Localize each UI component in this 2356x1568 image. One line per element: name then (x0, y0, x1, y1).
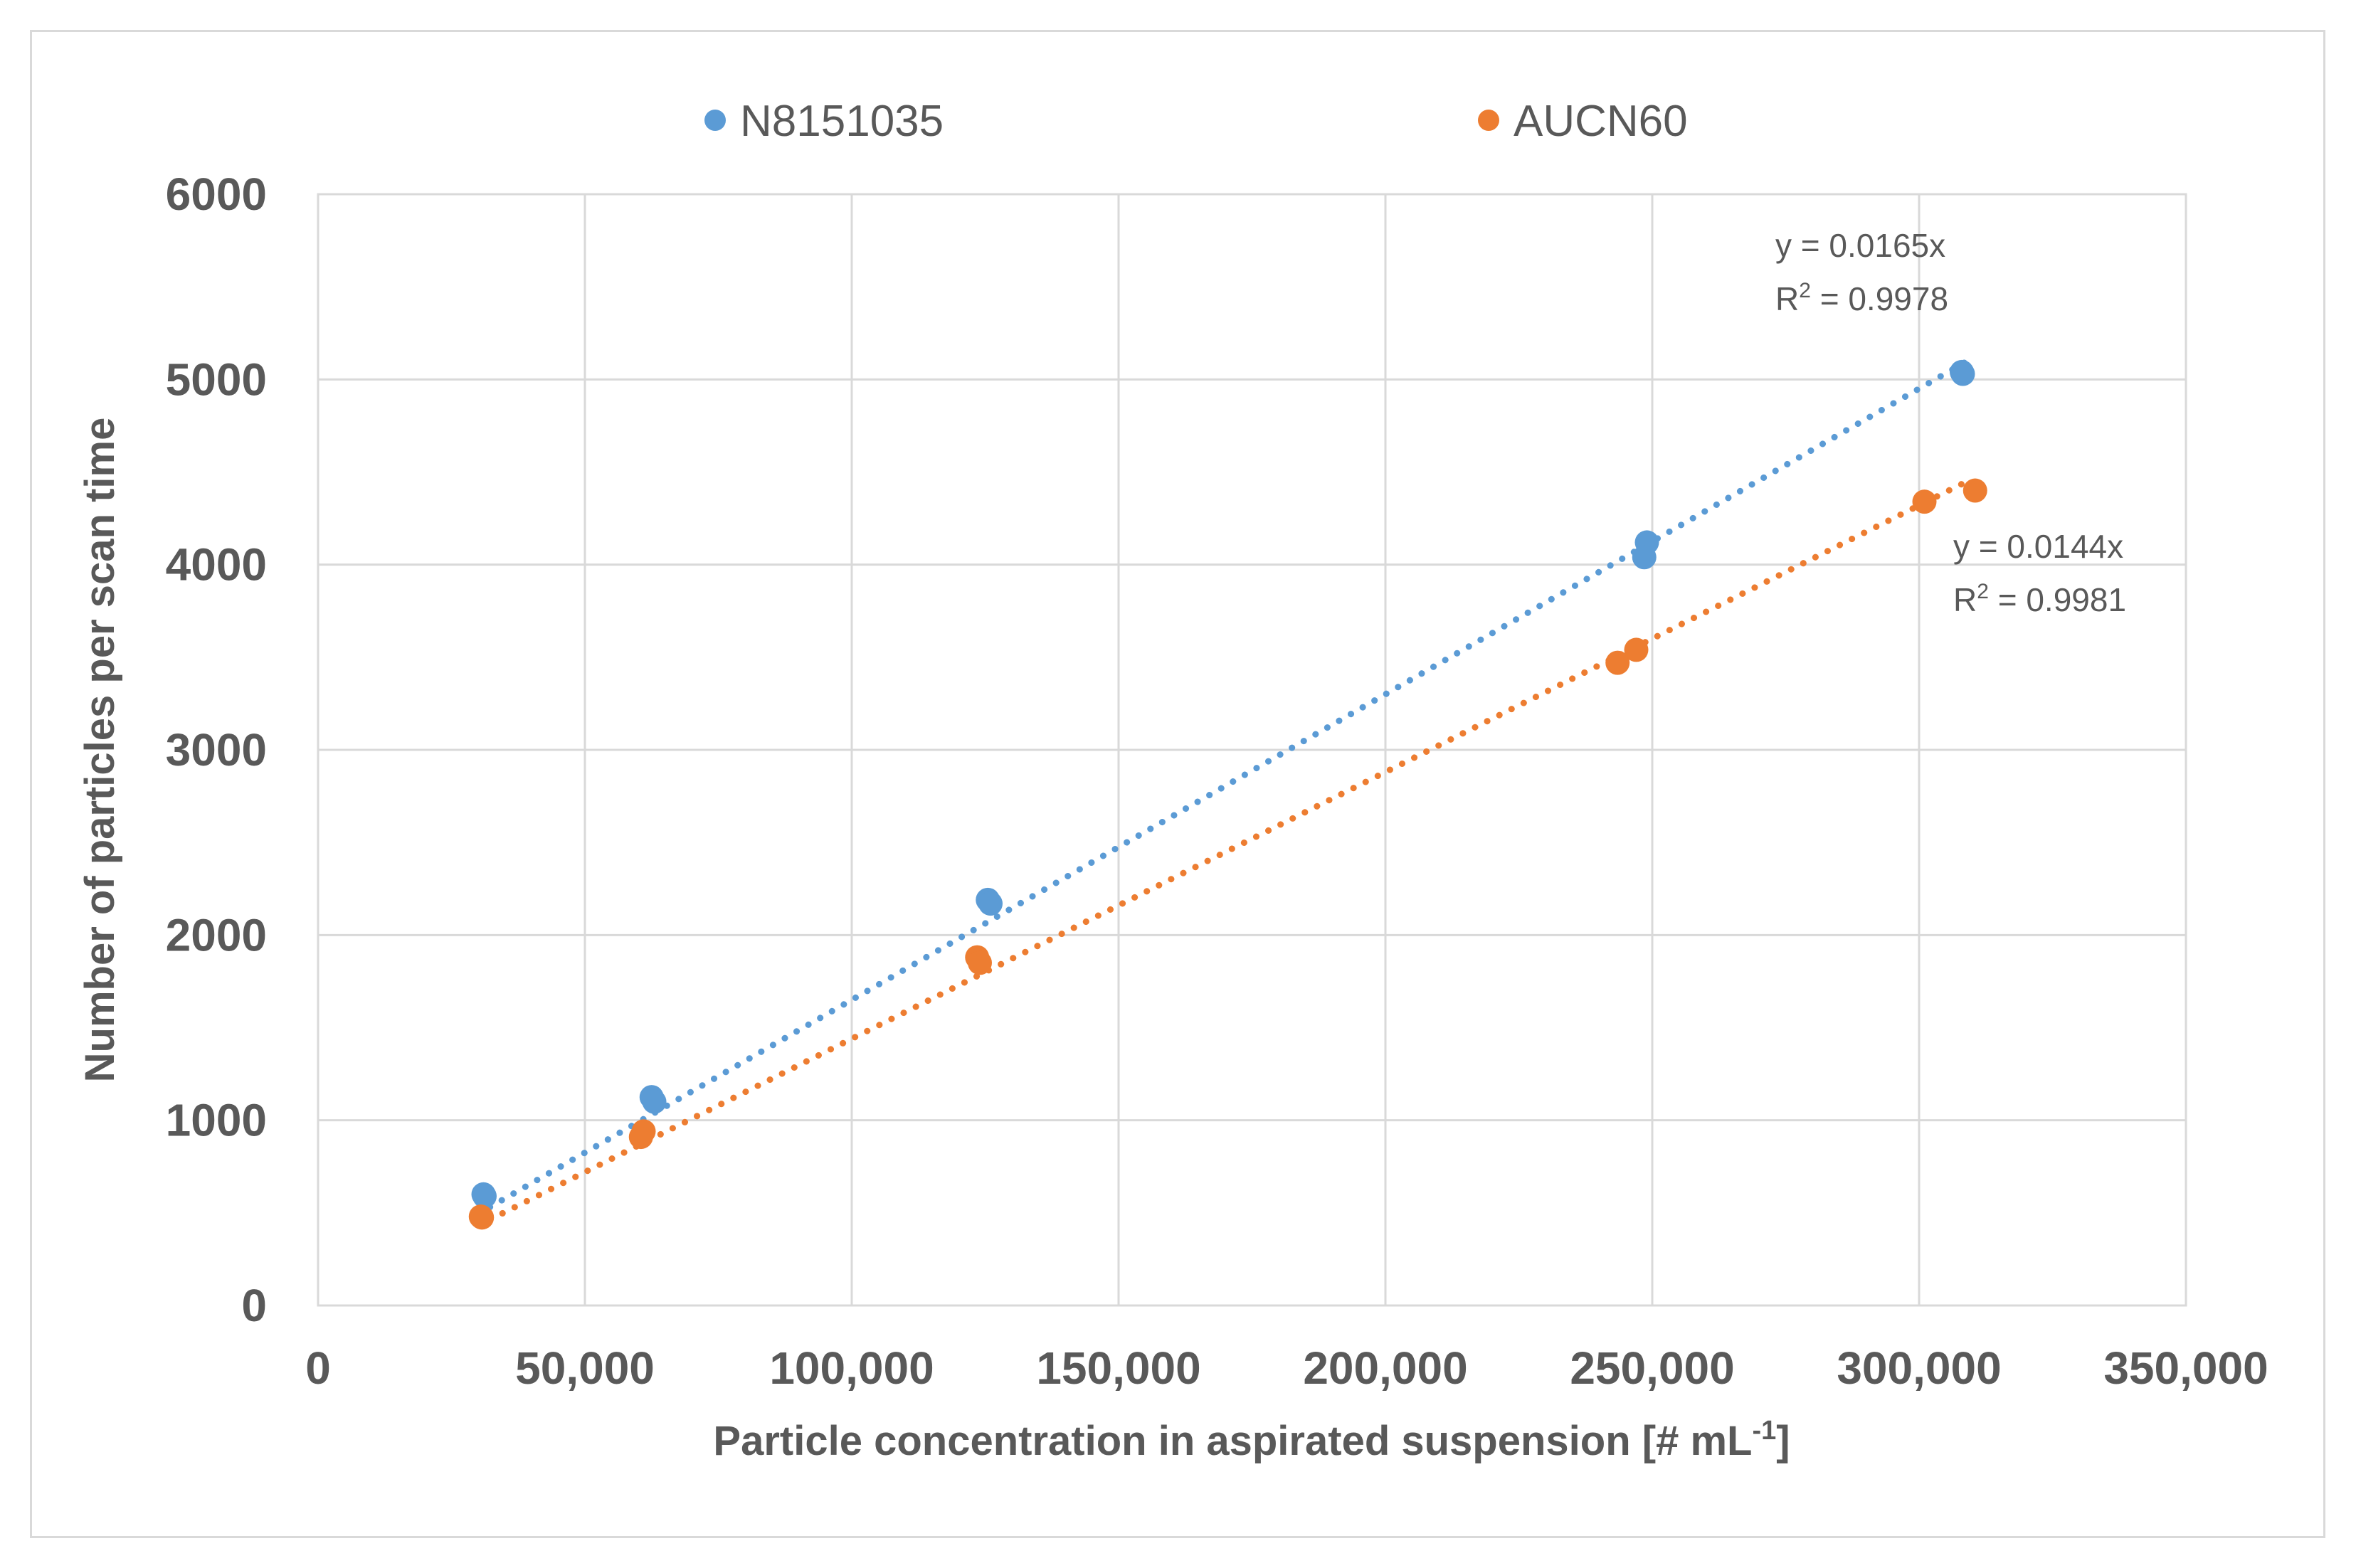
annotation-n8151035: y = 0.0165x R2 = 0.9978 (1775, 227, 1948, 317)
x-tick-label: 50,000 (515, 1342, 655, 1394)
y-tick-label: 6000 (166, 169, 267, 220)
legend-label-aucn60: AUCN60 (1514, 97, 1688, 146)
r2-n8151035: R2 = 0.9978 (1775, 279, 1948, 317)
x-tick-label: 350,000 (2103, 1342, 2268, 1394)
data-point-aucn60 (470, 1205, 495, 1230)
legend-label-n8151035: N8151035 (740, 97, 944, 146)
x-tick-label: 100,000 (769, 1342, 934, 1394)
y-axis-title: Number of particles per scan time (77, 418, 123, 1083)
y-tick-label: 2000 (166, 909, 267, 960)
y-tick-label: 1000 (166, 1095, 267, 1146)
plot-area-border (317, 193, 2187, 1307)
y-tick-label: 5000 (166, 354, 267, 405)
y-tick-label: 0 (241, 1280, 267, 1331)
data-point-aucn60 (1624, 637, 1649, 662)
x-tick-label: 200,000 (1303, 1342, 1467, 1394)
x-tick-label: 250,000 (1570, 1342, 1734, 1394)
equation-n8151035: y = 0.0165x (1775, 227, 1945, 264)
y-tick-label: 4000 (166, 539, 267, 590)
data-point-n8151035 (1950, 361, 1975, 386)
x-axis-title: Particle concentration in aspirated susp… (713, 1416, 1790, 1464)
x-tick-label: 300,000 (1837, 1342, 2001, 1394)
data-point-aucn60 (968, 950, 992, 975)
data-point-aucn60 (1605, 650, 1630, 675)
trendline-n8151035 (475, 359, 1968, 1217)
data-point-n8151035 (1632, 545, 1657, 570)
data-point-n8151035 (642, 1089, 667, 1114)
chart-frame: 0 50,000 100,000 150,000 200,000 250,000 300,0… (30, 30, 2325, 1538)
legend-marker-n8151035 (704, 110, 726, 131)
trendline-aucn60 (475, 475, 1976, 1229)
data-point-n8151035 (978, 891, 1003, 916)
legend-marker-aucn60 (1478, 110, 1499, 131)
data-point-aucn60 (1963, 478, 1987, 503)
r2-aucn60: R2 = 0.9981 (1953, 580, 2126, 618)
data-point-aucn60 (631, 1119, 656, 1144)
x-axis-ticks: 0 50,000 100,000 150,000 200,000 250,000 300,0… (305, 1342, 2268, 1394)
x-tick-label: 150,000 (1036, 1342, 1200, 1394)
gridlines (318, 193, 2186, 1307)
scatter-chart: 0 50,000 100,000 150,000 200,000 250,000 300,0… (77, 97, 2268, 1464)
legend: N8151035 AUCN60 (704, 97, 1688, 146)
x-tick-label: 0 (305, 1342, 331, 1394)
data-points (468, 359, 1987, 1230)
equation-aucn60: y = 0.0144x (1953, 528, 2123, 565)
data-point-n8151035 (472, 1184, 497, 1209)
y-tick-label: 3000 (166, 724, 267, 775)
data-point-aucn60 (1912, 489, 1937, 514)
y-axis-ticks: 0 1000 2000 3000 4000 5000 6000 (166, 169, 267, 1331)
trendlines (475, 359, 1976, 1229)
annotation-aucn60: y = 0.0144x R2 = 0.9981 (1953, 528, 2126, 618)
